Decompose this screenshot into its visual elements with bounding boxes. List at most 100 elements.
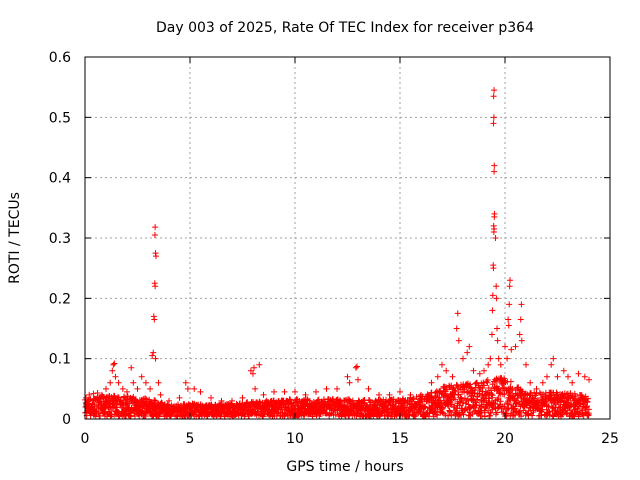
baseline-point	[545, 403, 552, 410]
data-point	[505, 316, 512, 323]
baseline-point	[315, 396, 322, 403]
baseline-point	[455, 391, 462, 398]
data-point	[470, 367, 477, 374]
data-point	[491, 225, 498, 232]
baseline-point	[106, 400, 113, 407]
data-point	[464, 349, 471, 356]
data-point	[247, 367, 254, 374]
data-point	[386, 391, 393, 398]
data-point	[94, 390, 101, 397]
baseline-point	[584, 395, 591, 402]
y-tick-label: 0.1	[49, 352, 71, 368]
data-point	[504, 355, 511, 362]
data-point	[569, 379, 576, 386]
baseline-point	[503, 413, 510, 420]
baseline-point	[497, 398, 504, 405]
data-point	[491, 162, 498, 169]
data-point	[565, 373, 571, 380]
data-point	[428, 379, 435, 386]
baseline-point	[409, 396, 416, 403]
baseline-point	[349, 397, 356, 404]
baseline-point	[519, 388, 526, 395]
baseline-point	[329, 395, 336, 402]
y-tick-label: 0.3	[49, 231, 71, 247]
data-point	[376, 391, 382, 398]
data-point	[490, 114, 497, 121]
data-point	[147, 385, 154, 392]
data-point	[488, 331, 495, 338]
baseline-point	[550, 413, 557, 420]
data-point	[83, 394, 90, 401]
data-point	[355, 376, 361, 383]
x-axis-label: GPS time / hours	[286, 459, 403, 475]
data-point	[323, 385, 330, 392]
data-point	[142, 379, 149, 386]
data-point	[134, 385, 141, 392]
data-point	[152, 355, 159, 362]
data-point	[575, 370, 582, 377]
data-point	[502, 343, 508, 350]
data-point	[523, 361, 529, 368]
data-point	[485, 361, 492, 368]
baseline-point	[460, 411, 467, 418]
data-point	[152, 253, 159, 260]
baseline-point	[476, 384, 483, 391]
baseline-point	[483, 378, 490, 385]
baseline-point	[385, 406, 392, 413]
baseline-point	[451, 387, 458, 394]
data-point	[418, 391, 424, 398]
data-point	[138, 373, 145, 380]
data-point	[239, 394, 246, 401]
baseline-point	[413, 394, 420, 401]
baseline-point	[438, 390, 445, 397]
data-point	[491, 168, 498, 175]
baseline-point	[433, 411, 440, 418]
baseline-point	[434, 412, 441, 419]
baseline-point	[101, 410, 108, 417]
baseline-point	[585, 406, 592, 413]
data-point	[506, 283, 513, 290]
y-axis-label: ROTI / TECUs	[7, 192, 23, 284]
chart-title: Day 003 of 2025, Rate Of TEC Index for r…	[156, 20, 534, 36]
data-point	[533, 385, 540, 392]
baseline-point	[412, 412, 419, 419]
data-point	[518, 337, 525, 344]
data-point	[115, 379, 122, 386]
baseline-point	[484, 376, 491, 383]
data-point	[505, 322, 512, 329]
baseline-point	[467, 381, 474, 388]
data-point	[497, 361, 504, 368]
data-point	[208, 394, 214, 401]
baseline-point	[518, 413, 525, 420]
baseline-point	[131, 413, 138, 420]
data-point	[151, 316, 158, 323]
data-point	[539, 379, 546, 386]
data-point	[581, 373, 588, 380]
baseline-point	[501, 403, 508, 410]
baseline-point	[442, 412, 449, 419]
data-point	[495, 355, 502, 362]
data-point	[166, 397, 172, 404]
data-point	[507, 277, 514, 284]
data-point	[493, 283, 500, 290]
data-point	[508, 346, 515, 353]
data-point	[184, 385, 191, 392]
data-point	[197, 388, 204, 395]
data-point	[302, 391, 309, 398]
baseline-point	[467, 384, 474, 391]
baseline-point	[327, 410, 334, 417]
data-point	[491, 210, 498, 217]
baseline-point	[507, 378, 514, 385]
data-point	[250, 370, 256, 377]
data-point	[455, 337, 462, 344]
data-point	[490, 93, 497, 100]
x-tick-label: 10	[286, 431, 304, 447]
data-point	[256, 361, 263, 368]
baseline-point	[452, 396, 459, 403]
data-point	[90, 390, 97, 397]
baseline-point	[492, 405, 499, 412]
baseline-point	[287, 397, 294, 404]
x-tick-label: 15	[391, 431, 409, 447]
data-point	[130, 379, 137, 386]
